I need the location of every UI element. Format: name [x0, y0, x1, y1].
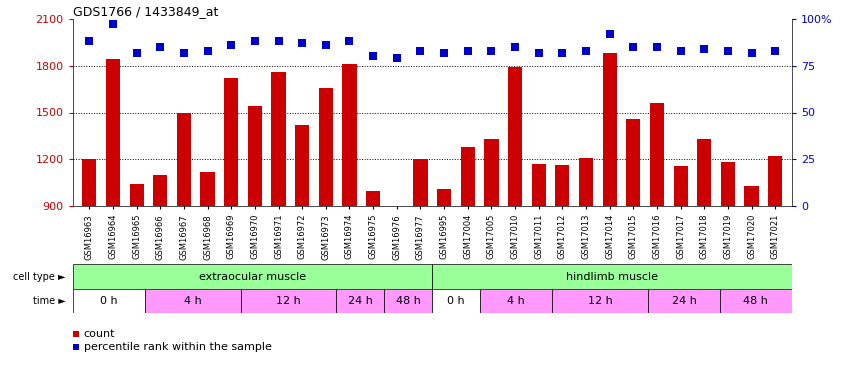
Point: [556, 50, 569, 55]
Bar: [437, 189, 451, 206]
Point: [580, 48, 593, 54]
Point: [745, 50, 758, 55]
Bar: [603, 53, 617, 206]
Point: [153, 44, 167, 50]
Text: 12 h: 12 h: [588, 296, 612, 306]
Bar: [720, 289, 792, 313]
Text: 24 h: 24 h: [348, 296, 373, 306]
Text: percentile rank within the sample: percentile rank within the sample: [84, 342, 271, 352]
Point: [532, 50, 545, 55]
Point: [69, 331, 83, 337]
Point: [366, 53, 380, 59]
Text: GDS1766 / 1433849_at: GDS1766 / 1433849_at: [73, 4, 218, 18]
Text: extraocular muscle: extraocular muscle: [199, 272, 306, 282]
Point: [69, 344, 83, 350]
Bar: [413, 159, 427, 206]
Point: [390, 55, 404, 61]
Bar: [247, 106, 262, 206]
Bar: [745, 186, 758, 206]
Bar: [295, 125, 309, 206]
Point: [508, 44, 522, 50]
Bar: [648, 289, 720, 313]
Point: [603, 31, 616, 37]
Bar: [697, 139, 711, 206]
Bar: [721, 162, 735, 206]
Bar: [532, 164, 546, 206]
Bar: [153, 175, 168, 206]
Bar: [384, 289, 432, 313]
Text: 24 h: 24 h: [671, 296, 697, 306]
Bar: [366, 190, 380, 206]
Point: [82, 38, 96, 44]
Bar: [674, 166, 687, 206]
Bar: [552, 289, 648, 313]
Bar: [106, 59, 120, 206]
Bar: [768, 156, 782, 206]
Point: [295, 40, 309, 46]
Bar: [73, 289, 145, 313]
Bar: [336, 289, 384, 313]
Point: [413, 48, 427, 54]
Point: [319, 42, 333, 48]
Bar: [461, 147, 475, 206]
Point: [271, 38, 285, 44]
Bar: [627, 119, 640, 206]
Point: [651, 44, 664, 50]
Point: [769, 48, 782, 54]
Bar: [73, 264, 432, 289]
Bar: [129, 184, 144, 206]
Point: [224, 42, 238, 48]
Point: [484, 48, 498, 54]
Text: 12 h: 12 h: [276, 296, 300, 306]
Point: [627, 44, 640, 50]
Point: [721, 48, 734, 54]
Text: cell type ►: cell type ►: [14, 272, 66, 282]
Point: [342, 38, 356, 44]
Bar: [480, 289, 552, 313]
Bar: [241, 289, 336, 313]
Bar: [271, 72, 286, 206]
Bar: [82, 159, 97, 206]
Bar: [224, 78, 238, 206]
Text: time ►: time ►: [33, 296, 66, 306]
Text: count: count: [84, 328, 115, 339]
Bar: [145, 289, 241, 313]
Point: [437, 50, 451, 55]
Bar: [342, 64, 357, 206]
Bar: [484, 139, 498, 206]
Point: [200, 48, 214, 54]
Bar: [432, 264, 792, 289]
Point: [130, 50, 144, 55]
Text: 0 h: 0 h: [100, 296, 117, 306]
Point: [461, 48, 474, 54]
Text: 48 h: 48 h: [743, 296, 769, 306]
Point: [698, 46, 711, 52]
Bar: [318, 87, 333, 206]
Text: 4 h: 4 h: [184, 296, 201, 306]
Text: 48 h: 48 h: [395, 296, 421, 306]
Point: [248, 38, 262, 44]
Point: [674, 48, 687, 54]
Bar: [200, 172, 215, 206]
Bar: [432, 289, 480, 313]
Text: 0 h: 0 h: [448, 296, 465, 306]
Text: hindlimb muscle: hindlimb muscle: [566, 272, 658, 282]
Point: [177, 50, 191, 55]
Point: [106, 21, 120, 27]
Bar: [650, 103, 664, 206]
Text: 4 h: 4 h: [508, 296, 525, 306]
Bar: [556, 165, 569, 206]
Bar: [508, 67, 522, 206]
Bar: [177, 112, 191, 206]
Bar: [579, 158, 593, 206]
